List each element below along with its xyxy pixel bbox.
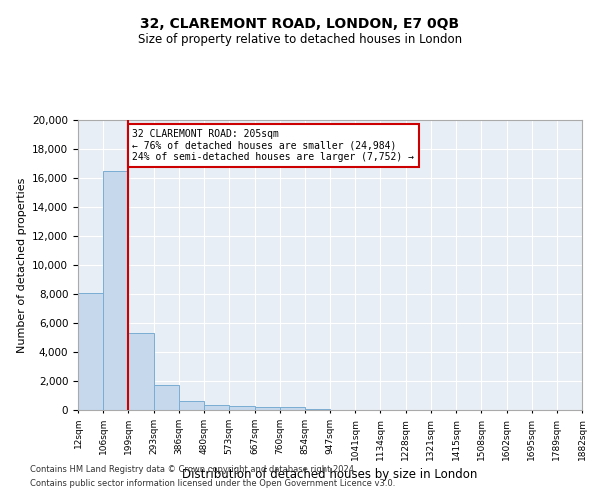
Bar [229, 406, 254, 410]
Bar [78, 292, 103, 410]
Bar [254, 407, 280, 410]
Bar [179, 400, 204, 410]
Bar [128, 333, 154, 410]
Y-axis label: Number of detached properties: Number of detached properties [17, 178, 26, 352]
Text: 32 CLAREMONT ROAD: 205sqm
← 76% of detached houses are smaller (24,984)
24% of s: 32 CLAREMONT ROAD: 205sqm ← 76% of detac… [133, 128, 415, 162]
Text: Contains HM Land Registry data © Crown copyright and database right 2024.: Contains HM Land Registry data © Crown c… [30, 466, 356, 474]
Text: 32, CLAREMONT ROAD, LONDON, E7 0QB: 32, CLAREMONT ROAD, LONDON, E7 0QB [140, 18, 460, 32]
Text: Size of property relative to detached houses in London: Size of property relative to detached ho… [138, 32, 462, 46]
Bar [280, 407, 305, 410]
Bar [154, 384, 179, 410]
Bar [305, 408, 330, 410]
Bar [204, 405, 229, 410]
X-axis label: Distribution of detached houses by size in London: Distribution of detached houses by size … [182, 468, 478, 481]
Text: Contains public sector information licensed under the Open Government Licence v3: Contains public sector information licen… [30, 479, 395, 488]
Bar [103, 171, 128, 410]
